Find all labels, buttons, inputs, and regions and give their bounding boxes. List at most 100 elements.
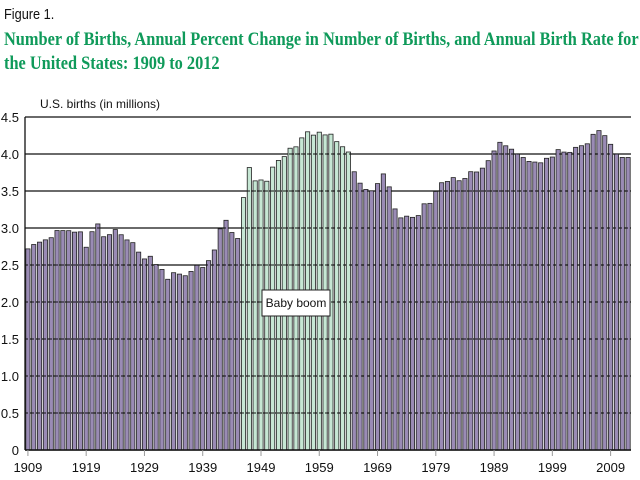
bar-2012 <box>625 157 631 451</box>
x-tick-label: 1939 <box>188 460 217 475</box>
bar-1909 <box>25 248 31 451</box>
bar-1983 <box>456 180 462 451</box>
baby-boom-label: Baby boom <box>266 296 327 310</box>
bar-1982 <box>450 177 456 451</box>
bar-2002 <box>567 151 573 451</box>
y-tick-label: 1.5 <box>1 332 19 347</box>
bar-1935 <box>176 273 182 451</box>
y-tick-label: 3.5 <box>1 184 19 199</box>
y-tick-label: 4.5 <box>1 110 19 125</box>
bar-1916 <box>66 230 72 451</box>
bar-1911 <box>37 241 43 451</box>
baby-boom-label-box <box>261 289 331 317</box>
bar-1934 <box>171 272 177 451</box>
bar-1963 <box>340 146 346 451</box>
bar-1941 <box>211 249 217 451</box>
x-tick-label: 1919 <box>72 460 101 475</box>
x-tick-label: 2009 <box>596 460 625 475</box>
bar-2011 <box>619 157 625 451</box>
bar-1964 <box>345 151 351 451</box>
x-tick-label: 1989 <box>480 460 509 475</box>
bar-1928 <box>136 251 142 451</box>
x-tick-label: 1909 <box>13 460 42 475</box>
figure-label: Figure 1. <box>4 6 55 23</box>
bar-1984 <box>462 178 468 451</box>
bar-1946 <box>240 197 247 451</box>
bar-1969 <box>375 183 381 451</box>
bar-1966 <box>357 182 363 451</box>
bar-1975 <box>409 216 416 451</box>
bar-1994 <box>520 157 526 451</box>
y-tick-label: 4.0 <box>1 147 19 162</box>
bar-1996 <box>532 161 538 451</box>
bar-2001 <box>561 151 567 451</box>
bar-1979 <box>433 191 439 451</box>
bar-1943 <box>223 219 229 451</box>
bar-1997 <box>538 162 544 451</box>
bar-1986 <box>474 171 480 451</box>
bar-1921 <box>95 223 101 451</box>
bar-1939 <box>200 267 206 451</box>
bar-2009 <box>608 143 614 451</box>
bar-1910 <box>31 244 37 451</box>
x-tick-label: 1959 <box>305 460 334 475</box>
bar-1971 <box>386 186 392 451</box>
bar-1981 <box>444 181 450 451</box>
bar-1980 <box>439 182 445 451</box>
bar-1972 <box>392 208 398 451</box>
bar-2000 <box>555 149 561 451</box>
bar-1989 <box>491 150 497 451</box>
bar-1915 <box>60 230 66 451</box>
bar-1937 <box>188 271 194 451</box>
bar-1938 <box>194 264 200 451</box>
bar-1973 <box>398 217 404 451</box>
bar-1988 <box>485 160 491 451</box>
bar-1965 <box>351 171 357 451</box>
bar-1948 <box>252 180 258 451</box>
bar-1912 <box>42 239 48 451</box>
bar-1926 <box>124 239 130 451</box>
bar-1995 <box>526 160 532 451</box>
bar-1962 <box>334 141 340 451</box>
bar-1930 <box>147 255 153 451</box>
bar-2007 <box>596 130 602 451</box>
bar-2006 <box>590 133 596 451</box>
bar-1970 <box>380 173 386 451</box>
bar-1919 <box>83 246 89 451</box>
y-tick-label: 2.5 <box>1 258 19 273</box>
y-axis-label: U.S. births (in millions) <box>40 97 160 111</box>
chart-title: Number of Births, Annual Percent Change … <box>4 29 639 74</box>
bar-1990 <box>497 141 503 451</box>
y-tick-label: 2.0 <box>1 295 19 310</box>
bar-1927 <box>130 242 136 451</box>
y-tick-label: 1.0 <box>1 369 19 384</box>
bar-1945 <box>235 238 241 451</box>
bar-1914 <box>54 230 60 451</box>
bar-1923 <box>106 234 113 451</box>
bar-1999 <box>549 156 555 451</box>
bar-1967 <box>363 189 369 451</box>
bar-1929 <box>141 258 147 451</box>
y-tick-label: 3.0 <box>1 221 19 236</box>
bar-1920 <box>89 231 95 451</box>
bar-1947 <box>246 167 252 451</box>
x-tick-label: 1929 <box>130 460 159 475</box>
bar-2003 <box>573 146 579 451</box>
bar-1968 <box>369 190 375 451</box>
y-tick-label: 0 <box>12 443 19 458</box>
bar-1998 <box>543 157 550 451</box>
bar-1932 <box>159 269 165 451</box>
bar-1922 <box>101 236 107 451</box>
x-tick-label: 1969 <box>363 460 392 475</box>
bar-1974 <box>404 215 410 451</box>
x-tick-label: 1949 <box>247 460 276 475</box>
bar-2008 <box>602 135 608 451</box>
x-tick-label: 1999 <box>538 460 567 475</box>
bar-1976 <box>415 215 421 451</box>
x-tick-label: 1979 <box>421 460 450 475</box>
bar-1940 <box>206 260 212 451</box>
bar-1925 <box>118 234 124 451</box>
bar-1924 <box>112 229 118 451</box>
y-tick-label: 0.5 <box>1 406 19 421</box>
